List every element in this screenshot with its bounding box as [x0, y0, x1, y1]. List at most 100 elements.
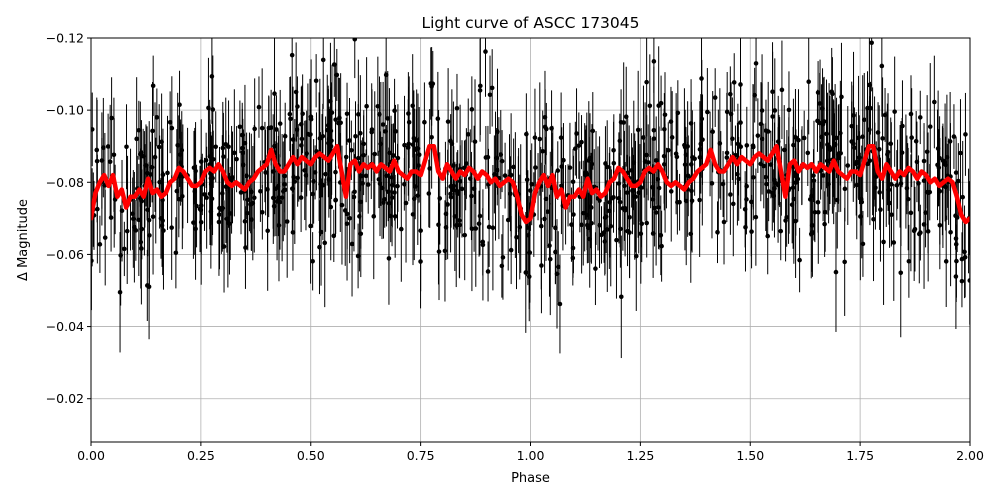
data-point	[219, 207, 224, 213]
data-point	[697, 197, 702, 203]
data-point	[958, 150, 963, 156]
data-point	[263, 170, 268, 175]
x-tick-label: 1.00	[517, 448, 545, 463]
data-point	[403, 200, 409, 206]
data-point	[656, 205, 661, 210]
data-point	[879, 63, 885, 69]
data-point	[167, 119, 173, 125]
data-point	[772, 108, 778, 113]
data-point	[495, 129, 500, 134]
data-point	[878, 207, 883, 212]
data-point	[150, 83, 156, 89]
data-point	[858, 196, 864, 202]
data-point	[682, 162, 688, 167]
data-point	[224, 216, 230, 222]
data-point	[852, 145, 857, 151]
data-point	[265, 187, 270, 192]
data-point	[914, 159, 920, 165]
data-point	[320, 182, 326, 188]
x-axis-label: Phase	[511, 471, 550, 486]
data-point	[310, 258, 315, 264]
data-point	[644, 220, 650, 226]
data-point	[322, 240, 328, 246]
data-point	[822, 209, 828, 215]
data-point	[462, 232, 468, 238]
data-point	[102, 235, 108, 240]
data-point	[308, 132, 313, 137]
data-point	[533, 165, 538, 170]
data-point	[811, 178, 817, 183]
data-point	[91, 127, 95, 132]
data-point	[597, 198, 602, 203]
data-point	[749, 229, 754, 234]
y-tick-label: −0.04	[46, 319, 84, 334]
data-point	[382, 196, 388, 202]
data-point	[145, 283, 150, 288]
data-point	[805, 150, 811, 156]
data-point	[775, 139, 781, 144]
data-point	[555, 168, 561, 173]
data-point	[685, 144, 690, 149]
data-point	[956, 178, 961, 184]
data-point	[243, 245, 248, 250]
data-point	[191, 165, 197, 170]
x-tick-label: 0.00	[77, 448, 105, 463]
data-point	[154, 115, 160, 120]
data-point	[333, 197, 338, 203]
data-point	[294, 127, 300, 132]
data-point	[650, 197, 656, 202]
data-point	[234, 156, 239, 162]
data-point	[715, 229, 720, 235]
data-point	[967, 278, 970, 283]
data-point	[529, 181, 535, 187]
data-point	[593, 266, 598, 271]
data-point	[202, 192, 207, 197]
data-point	[604, 164, 610, 170]
data-point	[392, 214, 398, 219]
data-point	[399, 226, 404, 232]
data-point	[415, 193, 421, 198]
data-point	[349, 241, 355, 247]
data-point	[778, 228, 784, 234]
data-point	[91, 258, 94, 264]
data-point	[524, 177, 530, 183]
data-point	[298, 195, 304, 200]
data-point	[925, 190, 931, 196]
data-point	[295, 175, 300, 181]
data-point	[836, 155, 842, 161]
data-point	[636, 190, 642, 196]
data-point	[465, 132, 471, 137]
data-point	[627, 215, 632, 220]
data-point	[313, 78, 319, 84]
data-point	[372, 151, 378, 157]
data-point	[638, 185, 644, 191]
data-point	[765, 129, 771, 134]
data-point	[191, 220, 196, 225]
data-point	[909, 135, 914, 140]
data-point	[953, 170, 959, 175]
data-point	[559, 164, 565, 169]
data-point	[132, 224, 137, 230]
data-point	[871, 216, 876, 222]
data-point	[586, 158, 592, 163]
data-point	[477, 88, 483, 93]
data-point	[308, 223, 313, 229]
data-point	[483, 155, 489, 160]
data-point	[730, 136, 735, 142]
y-axis-ticks: −0.12 −0.10 −0.08 −0.06 −0.04 −0.02	[46, 31, 91, 406]
data-point	[143, 163, 149, 168]
data-point	[500, 255, 506, 260]
data-point	[355, 253, 361, 259]
data-point	[547, 256, 553, 262]
data-point	[790, 185, 796, 191]
data-point	[786, 107, 792, 113]
data-point	[589, 220, 594, 226]
data-point	[364, 103, 369, 109]
data-point	[352, 189, 357, 195]
data-point	[351, 194, 357, 200]
data-point	[943, 259, 949, 264]
data-point	[898, 270, 904, 276]
data-point	[932, 99, 937, 105]
data-point	[854, 159, 860, 165]
data-point	[173, 250, 179, 256]
